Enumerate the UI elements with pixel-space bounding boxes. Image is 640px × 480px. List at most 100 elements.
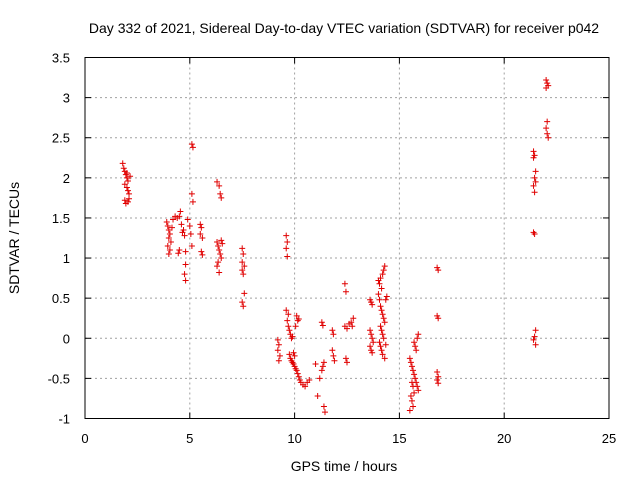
data-point <box>182 261 189 268</box>
data-point <box>295 373 302 380</box>
data-point <box>186 222 193 229</box>
data-point <box>240 251 247 258</box>
data-point <box>331 357 338 364</box>
x-axis-label: GPS time / hours <box>291 458 398 474</box>
data-point <box>127 173 134 180</box>
y-tick-label: 3 <box>63 91 70 106</box>
data-point <box>375 291 382 298</box>
data-point <box>530 182 537 189</box>
plot-frame <box>84 57 610 419</box>
data-point <box>435 267 442 274</box>
data-point <box>370 339 377 346</box>
axis-ticks <box>84 57 610 419</box>
data-point <box>412 375 419 382</box>
data-point <box>543 84 550 91</box>
x-tick-labels: 0 5 10 15 20 25 <box>81 431 616 446</box>
data-point <box>274 347 281 354</box>
data-point <box>415 387 422 394</box>
data-point <box>330 352 337 359</box>
data-point <box>368 331 375 338</box>
data-point <box>376 296 383 303</box>
data-point <box>383 293 390 300</box>
data-point <box>377 275 384 282</box>
x-tick-label: 15 <box>392 431 406 446</box>
data-point <box>531 174 538 181</box>
data-point <box>413 347 420 354</box>
data-point <box>312 360 319 367</box>
data-point <box>341 280 348 287</box>
data-point <box>435 373 442 380</box>
data-point <box>198 248 205 255</box>
data-point <box>410 383 417 390</box>
y-tick-label: 0 <box>63 331 70 346</box>
y-tick-label: 1.5 <box>52 211 70 226</box>
data-points <box>119 76 552 416</box>
y-axis-label: SDTVAR / TECUs <box>6 182 22 294</box>
data-point <box>163 218 170 225</box>
data-point <box>377 343 384 350</box>
data-point <box>377 323 384 330</box>
data-point <box>320 359 327 366</box>
data-point <box>283 307 290 314</box>
data-point <box>314 393 321 400</box>
data-point <box>286 351 293 358</box>
data-point <box>532 168 539 175</box>
data-point <box>415 331 422 338</box>
data-point <box>380 315 387 322</box>
data-point <box>435 380 442 387</box>
data-point <box>284 239 291 246</box>
data-point <box>543 76 550 83</box>
y-tick-label: 3.5 <box>52 51 70 66</box>
data-point <box>197 221 204 228</box>
y-tick-label: 2 <box>63 171 70 186</box>
x-tick-label: 20 <box>497 431 511 446</box>
data-point <box>188 243 195 250</box>
data-point <box>120 165 127 172</box>
data-point <box>239 267 246 274</box>
x-tick-label: 10 <box>287 431 301 446</box>
data-point <box>376 280 383 287</box>
data-point <box>319 363 326 370</box>
data-point <box>532 178 539 185</box>
data-point <box>165 251 172 258</box>
data-point <box>349 323 356 330</box>
data-point <box>216 182 223 189</box>
data-point <box>182 277 189 284</box>
data-point <box>407 393 414 400</box>
data-point <box>330 331 337 338</box>
data-point <box>214 239 221 246</box>
data-point <box>378 327 385 334</box>
data-point <box>284 317 291 324</box>
data-point <box>544 118 551 125</box>
y-tick-label: -1 <box>58 412 70 427</box>
data-point <box>320 403 327 410</box>
data-point <box>187 230 194 237</box>
data-point <box>407 359 414 366</box>
data-point <box>329 327 336 334</box>
data-point <box>293 312 300 319</box>
data-point <box>410 367 417 374</box>
grid-lines <box>85 57 609 419</box>
data-point <box>369 301 376 308</box>
data-point <box>434 376 441 383</box>
data-point <box>119 160 126 167</box>
data-point <box>531 230 538 237</box>
data-point <box>379 331 386 338</box>
data-point <box>414 335 421 342</box>
data-point <box>411 339 418 346</box>
data-point <box>218 194 225 201</box>
data-point <box>199 235 206 241</box>
x-tick-label: 25 <box>602 431 616 446</box>
data-point <box>543 125 550 132</box>
data-point <box>283 232 290 239</box>
data-point <box>239 245 246 252</box>
data-point <box>124 198 131 205</box>
data-point <box>188 190 195 197</box>
data-point <box>240 303 247 310</box>
data-point <box>166 247 173 254</box>
data-point <box>530 148 537 155</box>
data-point <box>302 383 309 390</box>
data-point <box>530 154 537 161</box>
data-point <box>295 316 302 323</box>
